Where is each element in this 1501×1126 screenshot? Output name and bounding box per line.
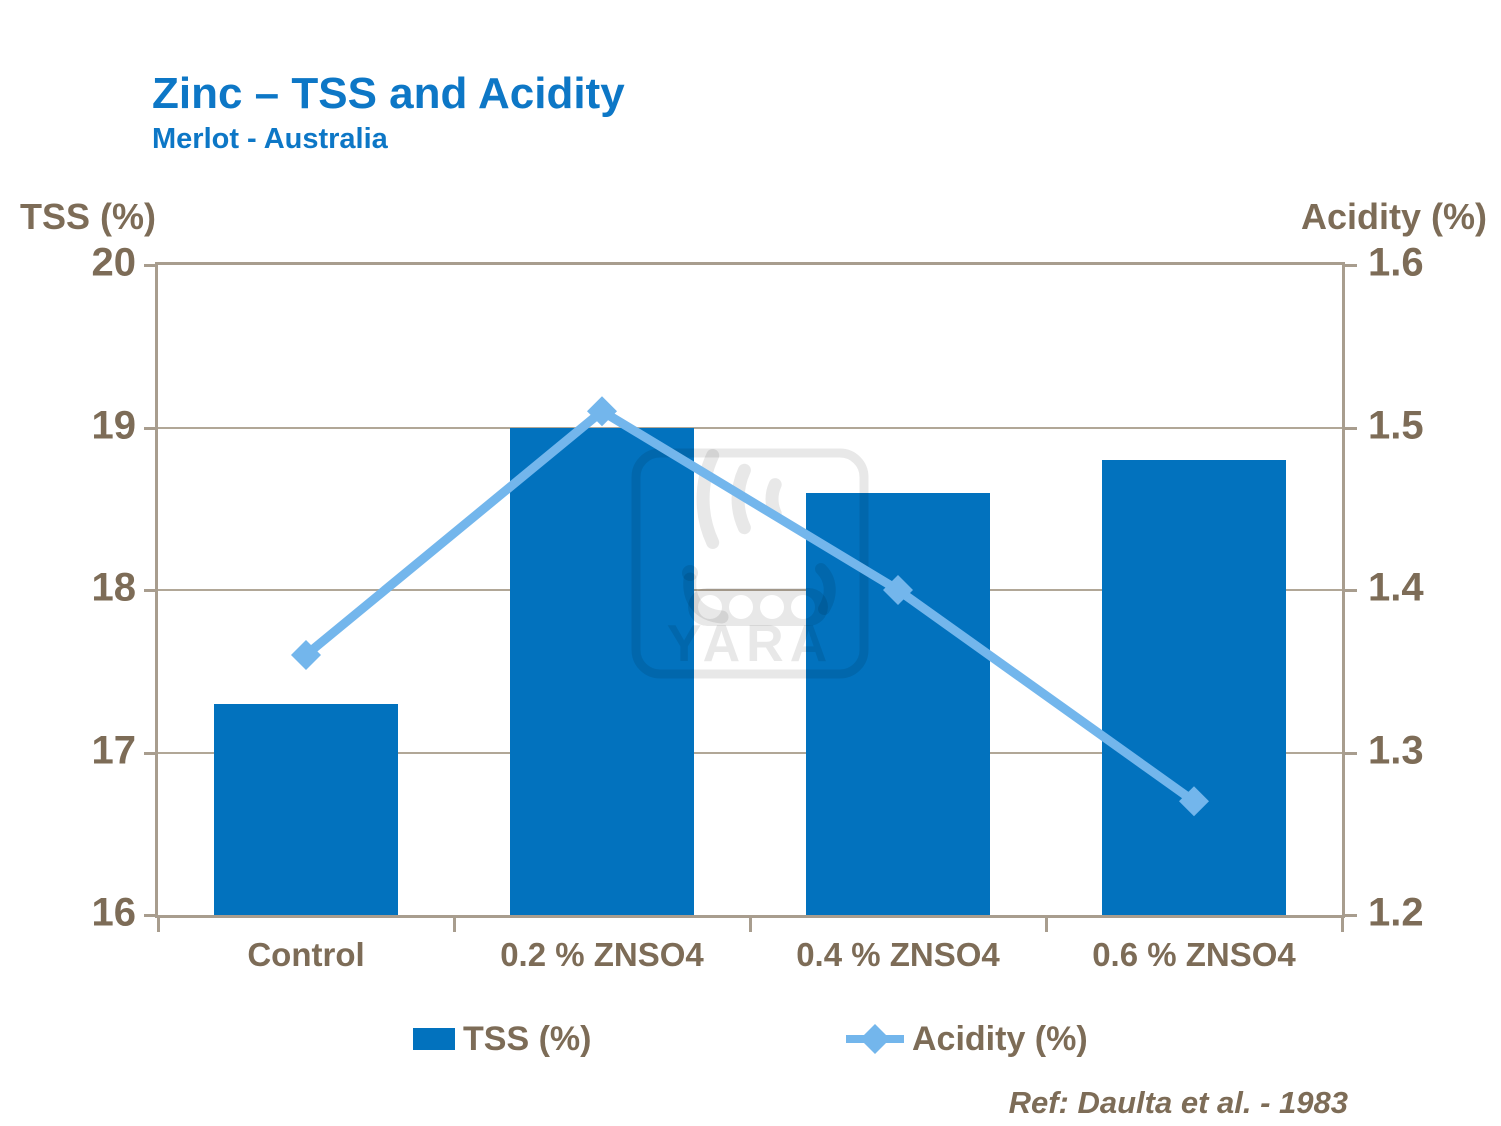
x-axis-tick-mark [157,918,160,932]
right-axis-tick-label: 1.2 [1368,890,1424,935]
acidity-line [303,405,1197,805]
right-axis-tick-mark [1345,589,1357,592]
viking-ship-sail-arc [696,449,720,549]
header: Zinc – TSS and Acidity Merlot - Australi… [152,70,625,155]
right-axis-tick-label: 1.3 [1368,728,1424,773]
yara-watermark: YARA [631,448,869,679]
x-axis-category-label: 0.6 % ZNSO4 [1092,936,1296,973]
watermark-text: YARA [667,615,834,673]
left-axis-title: TSS (%) [20,196,157,237]
right-axis-tick-label: 1.6 [1368,240,1424,285]
right-axis-title: Acidity (%) [1300,196,1487,237]
right-axis-tick-mark [1345,426,1357,430]
viking-ship-prow [683,572,729,624]
watermark-border [631,448,869,679]
gridline [158,751,1342,754]
acidity-point-marker [587,396,617,427]
left-axis-tick-label: 18 [91,565,137,610]
left-axis-tick-mark [144,751,156,755]
left-axis-tick-mark [144,426,156,430]
left-axis-tick-label: 16 [91,890,137,935]
plot-area: YARA [155,262,1345,918]
acidity-legend-label: Acidity (%) [912,1019,1088,1058]
right-axis-tick-label: 1.4 [1368,565,1424,610]
x-axis-tick-mark [1341,918,1344,932]
x-axis-category-label: 0.4 % ZNSO4 [796,936,1000,973]
left-axis-tick-label: 19 [91,403,137,448]
x-axis-tick-mark [749,918,752,932]
tss-legend-swatch [413,1028,455,1050]
left-axis-tick-label: 20 [91,240,137,285]
x-axis-category-label: 0.2 % ZNSO4 [500,936,704,973]
left-axis-tick-mark [144,264,156,267]
viking-ship-hull [688,588,828,626]
gridline [158,426,1342,429]
acidity-point-marker [883,575,913,605]
right-axis-tick-mark [1345,751,1357,755]
page-subtitle: Merlot - Australia [152,122,388,155]
left-axis-tick-mark [144,589,156,592]
tss-legend-label: TSS (%) [463,1019,592,1058]
page-title: Zinc – TSS and Acidity [152,69,625,118]
acidity-line-chart [291,396,1209,817]
acidity-legend-marker [846,1024,904,1054]
tss-bar [510,427,694,915]
left-axis-tick-mark [144,914,156,917]
legend-item-acidity: Acidity (%) [846,1015,1088,1063]
right-axis-tick-mark [1345,264,1357,267]
viking-ship-sail-arc [731,463,751,535]
legend-item-tss: TSS (%) [413,1015,591,1063]
reference-note: Ref: Daulta et al. - 1983 [1008,1085,1348,1120]
x-axis-tick-mark [453,918,456,932]
tss-bar [214,703,398,915]
tss-bar [806,492,990,915]
tss-bar [1102,460,1286,915]
right-axis-tick-label: 1.5 [1368,403,1424,448]
viking-ship-stern [815,563,836,615]
gridline [158,589,1342,591]
x-axis-tick-mark [1045,918,1048,932]
acidity-point-marker [291,640,321,670]
acidity-point-marker [1179,786,1209,817]
viking-ship-prow-knob [682,565,698,581]
x-axis-category-label: Control [247,936,365,973]
left-axis-tick-label: 17 [91,728,137,773]
right-axis-tick-mark [1345,914,1357,917]
